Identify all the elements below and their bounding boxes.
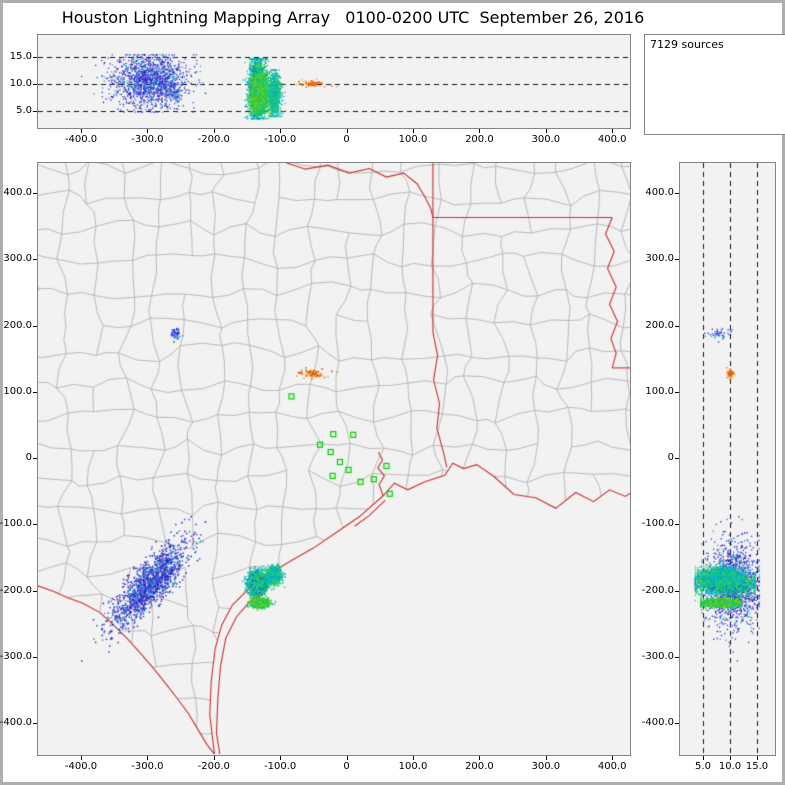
tick-mark xyxy=(33,57,37,58)
tick-mark xyxy=(413,756,414,760)
tick-mark xyxy=(346,129,348,133)
tick-label: 0 xyxy=(25,452,32,463)
tick-mark xyxy=(346,756,348,760)
tick-mark xyxy=(675,723,679,724)
tick-mark xyxy=(675,391,679,393)
tick-mark xyxy=(545,129,547,133)
tick-mark xyxy=(675,656,679,658)
tick-mark xyxy=(33,723,37,724)
tick-mark xyxy=(33,259,37,261)
alt-vs-ns-panel xyxy=(679,162,776,756)
tick-label: -100.0 xyxy=(264,134,297,145)
tick-label: 200.0 xyxy=(3,319,32,331)
tick-label: -400.0 xyxy=(0,717,32,728)
tick-label: 15.0 xyxy=(9,51,32,62)
tick-label: 400.0 xyxy=(597,761,627,772)
tick-mark xyxy=(33,524,37,526)
tick-mark xyxy=(33,458,37,459)
tick-label: 5.0 xyxy=(16,105,32,116)
tick-label: -200.0 xyxy=(197,761,230,772)
tick-label: 100.0 xyxy=(3,385,32,397)
figure-title: Houston Lightning Mapping Array 0100-020… xyxy=(61,8,645,27)
tick-mark xyxy=(33,656,37,658)
tick-label: 10.0 xyxy=(718,761,742,772)
tick-mark xyxy=(280,756,282,760)
tick-mark xyxy=(612,756,614,760)
plan-view-canvas xyxy=(38,163,630,755)
tick-label: -300.0 xyxy=(131,134,164,145)
tick-label: -400.0 xyxy=(641,717,674,728)
tick-mark xyxy=(280,129,282,133)
tick-label: 200.0 xyxy=(645,319,674,331)
alt-vs-ew-canvas xyxy=(38,35,630,128)
tick-mark xyxy=(33,193,37,194)
tick-label: -300.0 xyxy=(641,650,674,662)
tick-mark xyxy=(33,111,37,112)
tick-mark xyxy=(675,590,679,592)
tick-mark xyxy=(213,756,215,760)
tick-label: 0 xyxy=(343,134,350,145)
tick-label: -200.0 xyxy=(197,134,230,145)
sources-count-box: 7129 sources xyxy=(644,34,785,135)
tick-mark xyxy=(675,524,679,526)
tick-label: -300.0 xyxy=(131,761,164,772)
tick-label: 100.0 xyxy=(398,134,428,145)
tick-mark xyxy=(81,756,82,760)
tick-label: 100.0 xyxy=(398,761,428,772)
tick-label: 400.0 xyxy=(645,187,674,198)
tick-label: 200.0 xyxy=(465,761,494,772)
tick-label: 300.0 xyxy=(531,761,561,772)
tick-mark xyxy=(33,391,37,393)
plan-view-panel xyxy=(37,162,631,756)
tick-mark xyxy=(413,129,414,133)
tick-mark xyxy=(479,756,481,760)
tick-label: 10.0 xyxy=(9,78,32,89)
tick-label: -400.0 xyxy=(64,761,98,772)
tick-mark xyxy=(545,756,547,760)
sources-count-label: 7129 sources xyxy=(650,38,724,51)
tick-label: 400.0 xyxy=(3,187,32,198)
tick-label: 300.0 xyxy=(645,253,674,265)
tick-label: -400.0 xyxy=(64,134,98,145)
tick-label: -100.0 xyxy=(641,518,674,530)
tick-mark xyxy=(479,129,481,133)
tick-label: 0 xyxy=(667,452,674,463)
alt-vs-ns-canvas xyxy=(680,163,775,755)
tick-mark xyxy=(612,129,614,133)
tick-label: 400.0 xyxy=(597,134,627,145)
tick-mark xyxy=(757,756,758,760)
tick-mark xyxy=(675,259,679,261)
alt-vs-ew-panel xyxy=(37,34,631,129)
tick-label: -200.0 xyxy=(0,584,32,596)
tick-mark xyxy=(675,193,679,194)
tick-label: 15.0 xyxy=(745,761,769,772)
tick-label: -200.0 xyxy=(641,584,674,596)
tick-mark xyxy=(730,756,731,760)
tick-mark xyxy=(33,84,37,85)
tick-label: 0 xyxy=(343,761,350,772)
tick-mark xyxy=(33,590,37,592)
tick-label: 300.0 xyxy=(3,253,32,265)
tick-label: -300.0 xyxy=(0,650,32,662)
tick-mark xyxy=(33,325,37,327)
tick-label: -100.0 xyxy=(264,761,297,772)
tick-label: 300.0 xyxy=(531,134,561,145)
tick-label: -100.0 xyxy=(0,518,32,530)
tick-mark xyxy=(81,129,82,133)
tick-label: 100.0 xyxy=(645,385,674,397)
tick-label: 200.0 xyxy=(465,134,494,145)
tick-mark xyxy=(213,129,215,133)
tick-mark xyxy=(147,756,149,760)
tick-mark xyxy=(675,325,679,327)
tick-mark xyxy=(675,458,679,459)
tick-mark xyxy=(703,756,704,760)
tick-label: 5.0 xyxy=(695,761,711,772)
tick-mark xyxy=(147,129,149,133)
